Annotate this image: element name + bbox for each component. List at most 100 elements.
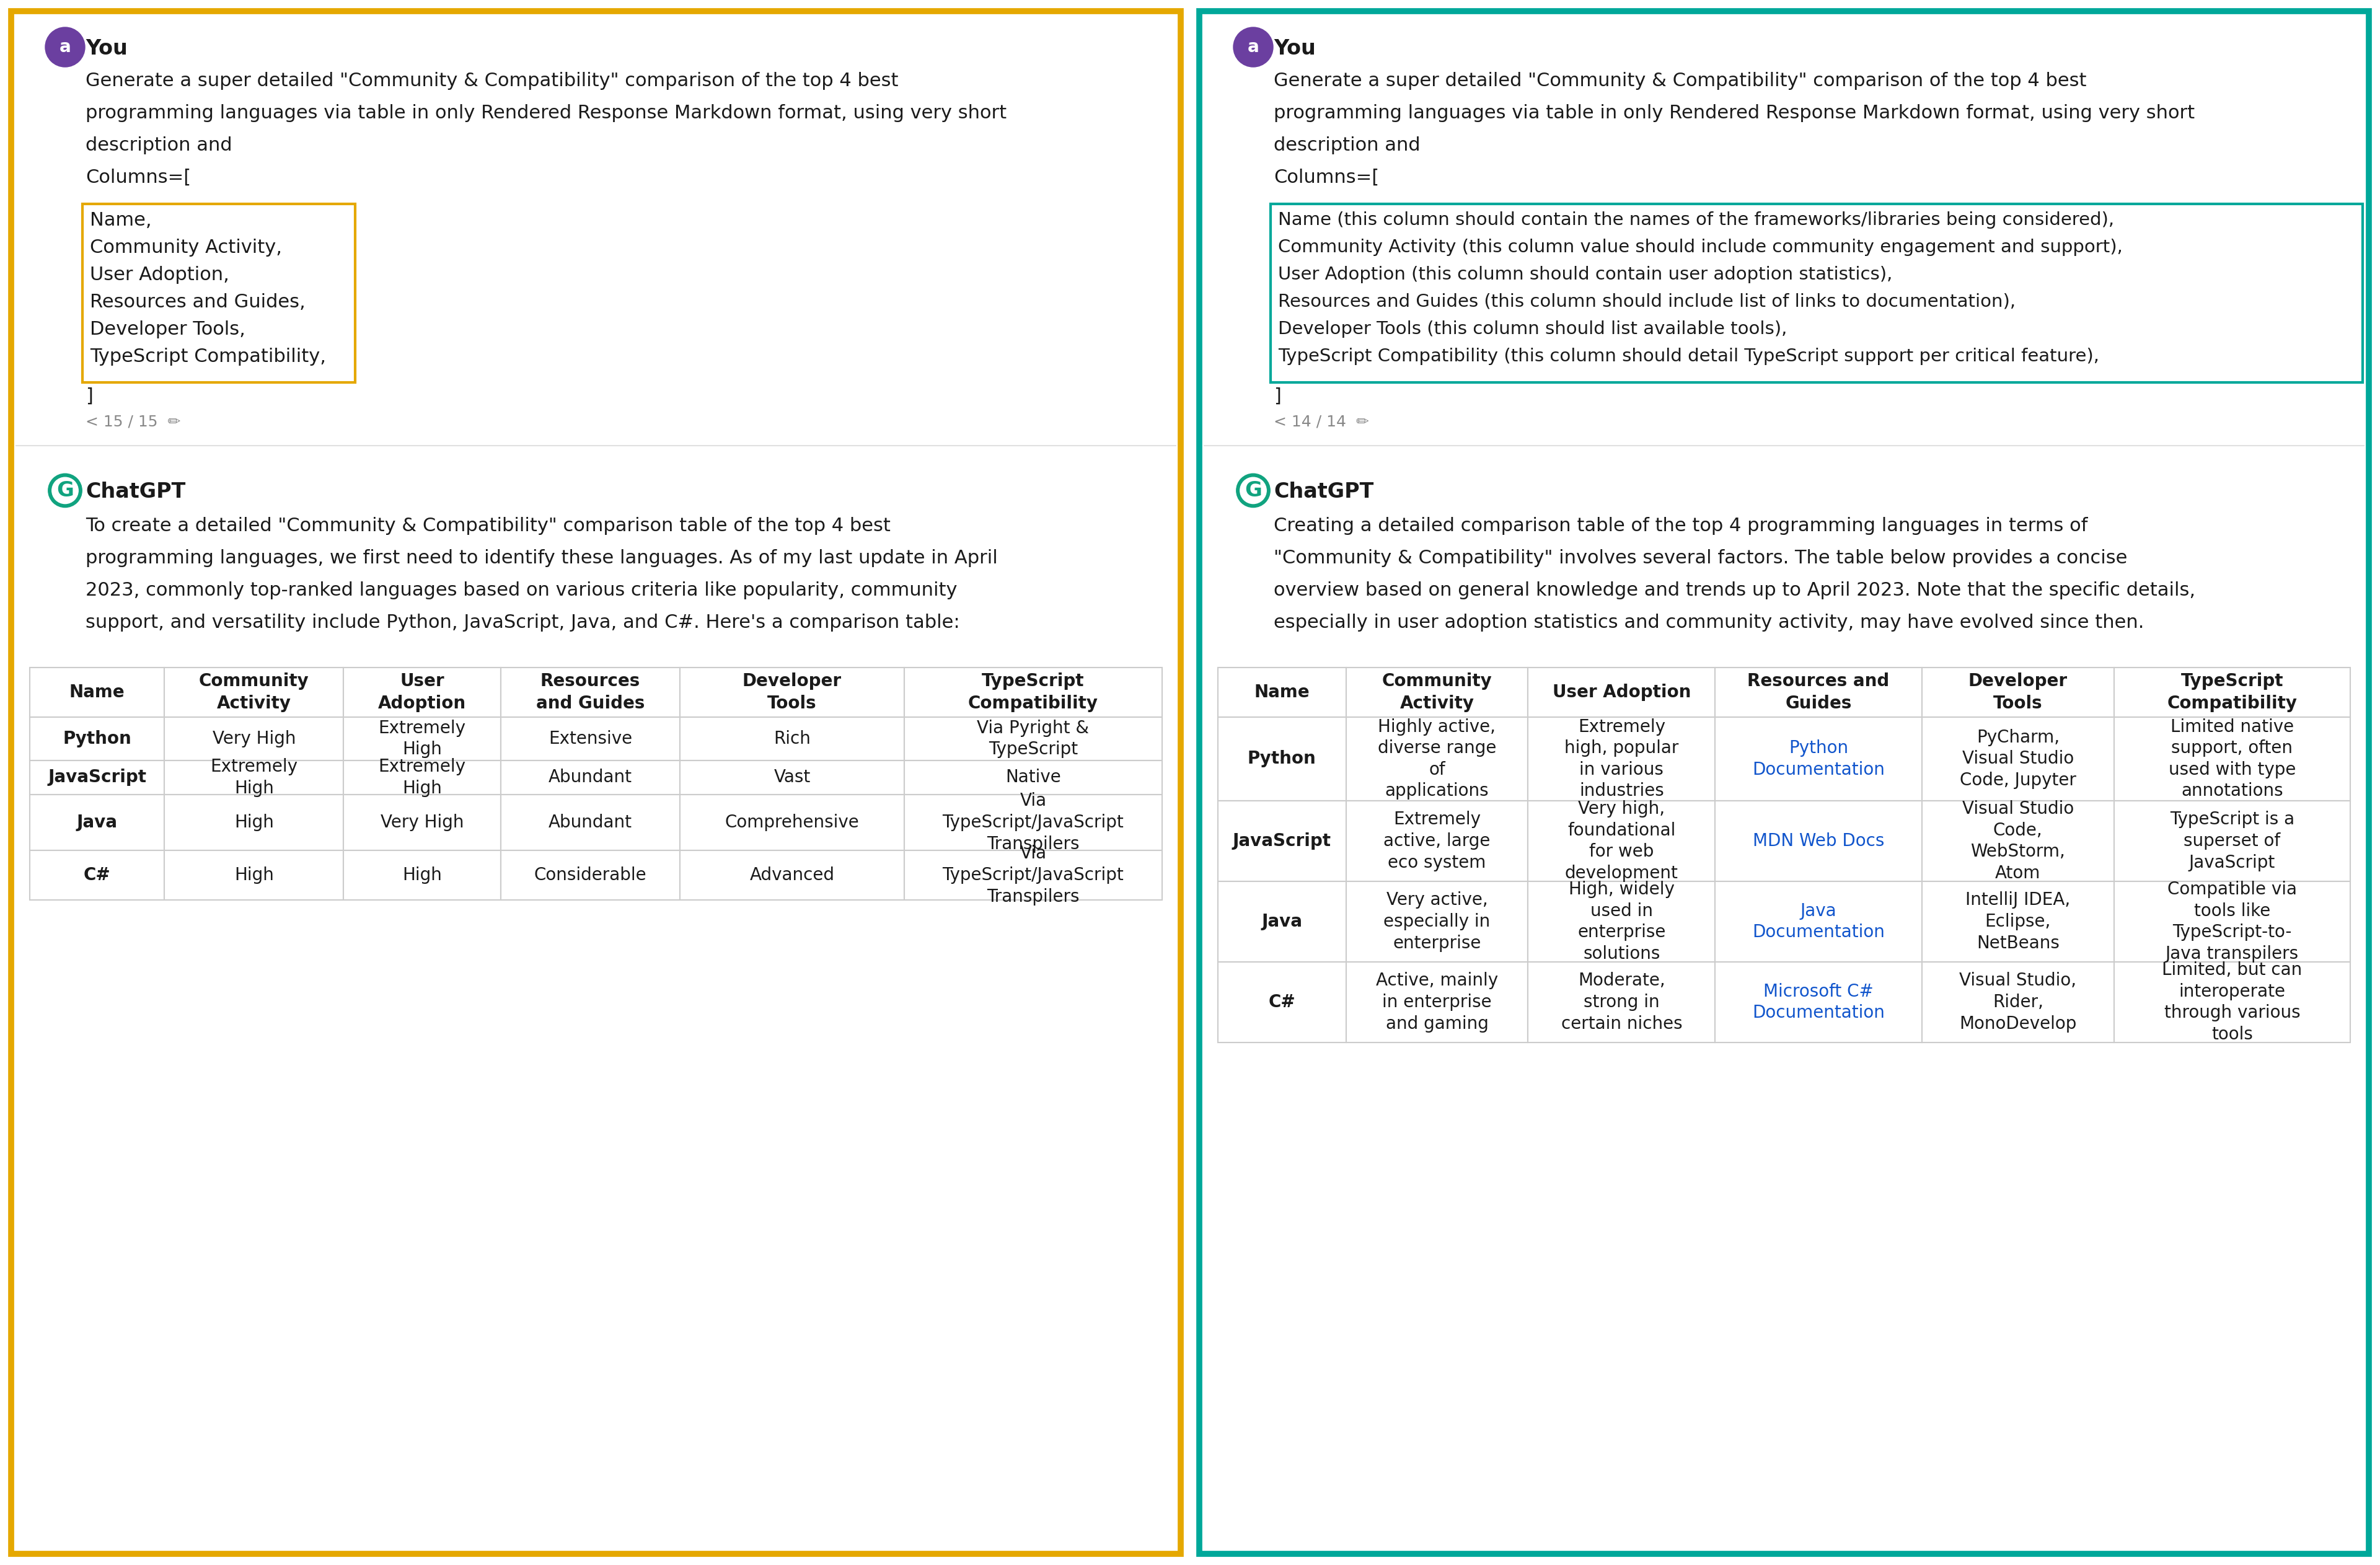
Text: User Adoption: User Adoption <box>1552 684 1690 701</box>
Text: Java: Java <box>76 814 117 831</box>
FancyBboxPatch shape <box>1716 717 1923 801</box>
FancyBboxPatch shape <box>1347 801 1528 881</box>
Text: Extremely
High: Extremely High <box>378 757 466 797</box>
Text: programming languages, we first need to identify these languages. As of my last : programming languages, we first need to … <box>86 549 997 567</box>
FancyBboxPatch shape <box>1923 668 2113 717</box>
FancyBboxPatch shape <box>12 11 1180 1554</box>
Text: especially in user adoption statistics and community activity, may have evolved : especially in user adoption statistics a… <box>1273 613 2144 632</box>
FancyBboxPatch shape <box>500 850 681 900</box>
Text: support, and versatility include Python, JavaScript, Java, and C#. Here's a comp: support, and versatility include Python,… <box>86 613 959 632</box>
Text: overview based on general knowledge and trends up to April 2023. Note that the s: overview based on general knowledge and … <box>1273 581 2194 599</box>
Text: JavaScript: JavaScript <box>48 768 145 786</box>
Circle shape <box>48 474 81 507</box>
FancyBboxPatch shape <box>83 203 355 382</box>
Text: Comprehensive: Comprehensive <box>726 814 859 831</box>
FancyBboxPatch shape <box>2113 881 2349 962</box>
Text: Java
Documentation: Java Documentation <box>1752 903 1885 941</box>
FancyBboxPatch shape <box>1219 801 1347 881</box>
FancyBboxPatch shape <box>1923 881 2113 962</box>
FancyBboxPatch shape <box>1271 203 2363 382</box>
FancyBboxPatch shape <box>1716 668 1923 717</box>
Text: Java: Java <box>1261 912 1302 930</box>
Text: ]: ] <box>86 388 93 405</box>
FancyBboxPatch shape <box>1219 881 1347 962</box>
Text: ChatGPT: ChatGPT <box>1273 482 1373 502</box>
Text: Generate a super detailed "Community & Compatibility" comparison of the top 4 be: Generate a super detailed "Community & C… <box>1273 72 2087 89</box>
Text: Python: Python <box>1247 750 1316 767</box>
Text: Developer Tools,: Developer Tools, <box>90 321 245 338</box>
FancyBboxPatch shape <box>1347 717 1528 801</box>
FancyBboxPatch shape <box>1923 717 2113 801</box>
FancyBboxPatch shape <box>1716 962 1923 1042</box>
Text: To create a detailed "Community & Compatibility" comparison table of the top 4 b: To create a detailed "Community & Compat… <box>86 516 890 535</box>
FancyBboxPatch shape <box>904 668 1161 717</box>
Text: Python
Documentation: Python Documentation <box>1752 740 1885 778</box>
FancyBboxPatch shape <box>1347 668 1528 717</box>
FancyBboxPatch shape <box>904 717 1161 761</box>
FancyBboxPatch shape <box>1528 962 1716 1042</box>
FancyBboxPatch shape <box>29 795 164 850</box>
Text: ChatGPT: ChatGPT <box>86 482 186 502</box>
Text: programming languages via table in only Rendered Response Markdown format, using: programming languages via table in only … <box>86 105 1007 122</box>
FancyBboxPatch shape <box>1528 717 1716 801</box>
Text: description and: description and <box>86 136 233 155</box>
Text: a: a <box>1247 39 1259 56</box>
Text: Microsoft C#
Documentation: Microsoft C# Documentation <box>1752 983 1885 1022</box>
Text: High, widely
used in
enterprise
solutions: High, widely used in enterprise solution… <box>1568 881 1676 962</box>
Text: Community Activity (this column value should include community engagement and su: Community Activity (this column value sh… <box>1278 238 2123 257</box>
Text: Creating a detailed comparison table of the top 4 programming languages in terms: Creating a detailed comparison table of … <box>1273 516 2087 535</box>
FancyBboxPatch shape <box>1219 962 1347 1042</box>
Text: Name (this column should contain the names of the frameworks/libraries being con: Name (this column should contain the nam… <box>1278 211 2113 228</box>
FancyBboxPatch shape <box>904 850 1161 900</box>
Text: < 14 / 14  ✏: < 14 / 14 ✏ <box>1273 415 1368 429</box>
Text: User Adoption (this column should contain user adoption statistics),: User Adoption (this column should contai… <box>1278 266 1892 283</box>
Text: Extremely
High: Extremely High <box>209 757 298 797</box>
FancyBboxPatch shape <box>1716 801 1923 881</box>
Text: Active, mainly
in enterprise
and gaming: Active, mainly in enterprise and gaming <box>1376 972 1497 1033</box>
FancyBboxPatch shape <box>1219 668 1347 717</box>
Text: PyCharm,
Visual Studio
Code, Jupyter: PyCharm, Visual Studio Code, Jupyter <box>1959 729 2075 789</box>
Text: Abundant: Abundant <box>547 814 633 831</box>
Text: JavaScript: JavaScript <box>1233 833 1330 850</box>
FancyBboxPatch shape <box>343 668 500 717</box>
Text: Python: Python <box>62 731 131 748</box>
FancyBboxPatch shape <box>1923 801 2113 881</box>
FancyBboxPatch shape <box>29 668 164 717</box>
Text: User Adoption,: User Adoption, <box>90 266 228 283</box>
Text: Name: Name <box>1254 684 1309 701</box>
Text: TypeScript
Compatibility: TypeScript Compatibility <box>969 673 1097 712</box>
FancyBboxPatch shape <box>500 795 681 850</box>
FancyBboxPatch shape <box>29 717 164 761</box>
Text: a: a <box>60 39 71 56</box>
Circle shape <box>1235 474 1271 507</box>
Text: Considerable: Considerable <box>533 867 647 884</box>
Text: You: You <box>86 39 129 59</box>
Text: Limited native
support, often
used with type
annotations: Limited native support, often used with … <box>2168 718 2297 800</box>
Text: Native: Native <box>1004 768 1061 786</box>
FancyBboxPatch shape <box>681 795 904 850</box>
FancyBboxPatch shape <box>164 761 343 795</box>
FancyBboxPatch shape <box>164 668 343 717</box>
FancyBboxPatch shape <box>1347 962 1528 1042</box>
Text: Extremely
high, popular
in various
industries: Extremely high, popular in various indus… <box>1564 718 1678 800</box>
FancyBboxPatch shape <box>681 850 904 900</box>
Text: Generate a super detailed "Community & Compatibility" comparison of the top 4 be: Generate a super detailed "Community & C… <box>86 72 897 89</box>
FancyBboxPatch shape <box>681 717 904 761</box>
FancyBboxPatch shape <box>343 850 500 900</box>
Text: Name: Name <box>69 684 124 701</box>
Text: G: G <box>1245 480 1261 501</box>
Circle shape <box>1233 27 1273 67</box>
Text: Extremely
High: Extremely High <box>378 720 466 757</box>
Circle shape <box>45 27 86 67</box>
Text: Columns=[: Columns=[ <box>1273 169 1378 186</box>
Text: Compatible via
tools like
TypeScript-to-
Java transpilers: Compatible via tools like TypeScript-to-… <box>2166 881 2299 962</box>
Text: Developer
Tools: Developer Tools <box>1968 673 2068 712</box>
Circle shape <box>1240 477 1266 504</box>
FancyBboxPatch shape <box>1923 962 2113 1042</box>
FancyBboxPatch shape <box>904 761 1161 795</box>
Text: Limited, but can
interoperate
through various
tools: Limited, but can interoperate through va… <box>2161 961 2301 1042</box>
Text: High: High <box>233 814 274 831</box>
FancyBboxPatch shape <box>2113 801 2349 881</box>
Text: Via
TypeScript/JavaScript
Transpilers: Via TypeScript/JavaScript Transpilers <box>942 845 1123 905</box>
Text: Very High: Very High <box>381 814 464 831</box>
